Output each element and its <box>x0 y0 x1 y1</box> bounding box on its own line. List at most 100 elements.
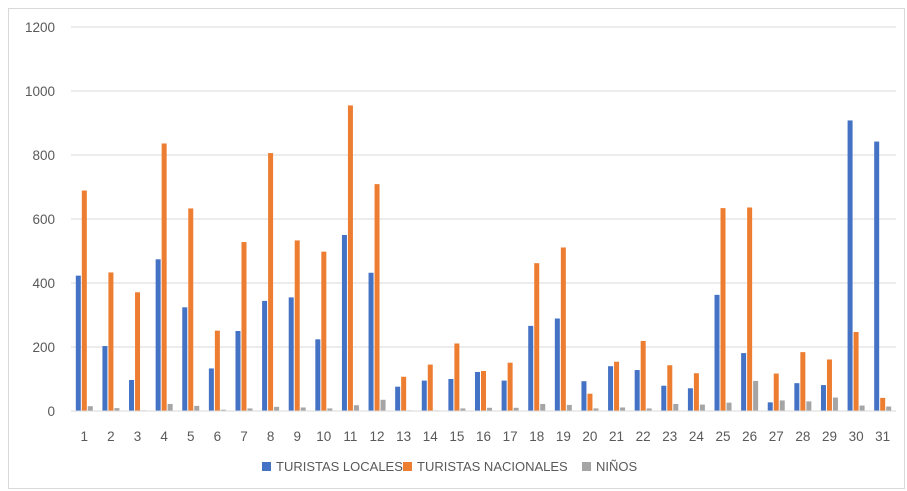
bar-turistas-nacionales <box>347 105 353 412</box>
bar-ni-os <box>380 399 386 411</box>
bar-turistas-nacionales <box>294 240 300 411</box>
bar-turistas-nacionales <box>720 208 726 411</box>
bar-turistas-locales <box>448 379 454 411</box>
y-tick-label: 800 <box>32 148 55 163</box>
bar-turistas-nacionales <box>747 207 753 411</box>
x-tick-label: 12 <box>370 429 385 444</box>
bar-turistas-nacionales <box>560 247 566 411</box>
bar-turistas-nacionales <box>268 153 274 411</box>
bar-turistas-locales <box>262 300 268 411</box>
bar-ni-os <box>859 405 865 411</box>
bar-ni-os <box>726 402 732 411</box>
x-tick-label: 26 <box>742 429 757 444</box>
y-tick-label: 1000 <box>25 84 55 99</box>
bar-ni-os <box>832 397 838 411</box>
bar-ni-os <box>87 406 93 411</box>
x-tick-label: 31 <box>875 429 890 444</box>
bar-turistas-locales <box>820 385 826 411</box>
legend-label: TURISTAS LOCALES <box>276 459 403 474</box>
bar-turistas-locales <box>661 385 667 411</box>
x-tick-label: 29 <box>822 429 837 444</box>
y-tick-label: 600 <box>32 212 55 227</box>
y-axis-ticks: 0 200 400 600 800 1000 1200 <box>25 20 55 419</box>
bar-turistas-nacionales <box>401 376 407 411</box>
x-tick-label: 6 <box>214 429 222 444</box>
x-tick-label: 25 <box>716 429 731 444</box>
x-tick-label: 15 <box>449 429 464 444</box>
bar-ni-os <box>114 408 120 411</box>
bar-turistas-nacionales <box>693 373 699 411</box>
bar-turistas-nacionales <box>587 393 593 411</box>
y-tick-label: 400 <box>32 276 55 291</box>
bar-ni-os <box>194 405 200 411</box>
bar-turistas-locales <box>421 380 427 411</box>
bar-ni-os <box>247 408 253 411</box>
x-tick-label: 21 <box>609 429 624 444</box>
bar-turistas-locales <box>767 402 773 411</box>
legend-swatch <box>582 462 591 471</box>
bar-ni-os <box>699 404 705 411</box>
x-tick-label: 28 <box>795 429 810 444</box>
bar-turistas-nacionales <box>135 292 141 411</box>
x-tick-label: 9 <box>293 429 301 444</box>
bar-ni-os <box>753 380 759 411</box>
x-tick-label: 14 <box>423 429 439 444</box>
x-axis-ticks: 1 2 3 4 5 6 7 8 9 10 11 12 13 14 15 16 17 18 19 20 21 22 23 24 2… <box>81 429 891 444</box>
x-tick-label: 19 <box>556 429 571 444</box>
bar-ni-os <box>566 404 572 411</box>
bars <box>75 105 892 412</box>
bar-turistas-nacionales <box>773 373 779 411</box>
bar-turistas-locales <box>528 325 534 411</box>
bar-turistas-locales <box>288 297 294 411</box>
bar-turistas-nacionales <box>321 251 327 411</box>
x-tick-label: 8 <box>267 429 275 444</box>
bar-turistas-nacionales <box>374 184 380 411</box>
bar-ni-os <box>540 403 546 411</box>
bar-turistas-nacionales <box>188 208 194 411</box>
bar-turistas-locales <box>129 379 135 411</box>
gridlines <box>71 26 896 348</box>
x-tick-label: 17 <box>503 429 518 444</box>
bar-ni-os <box>673 403 679 411</box>
bar-turistas-nacionales <box>161 143 167 412</box>
bar-turistas-locales <box>634 370 640 411</box>
bar-turistas-locales <box>315 339 321 411</box>
bar-ni-os <box>327 408 333 411</box>
bar-turistas-locales <box>714 294 720 411</box>
bar-ni-os <box>513 407 519 411</box>
x-tick-label: 18 <box>529 429 544 444</box>
bar-ni-os <box>274 406 280 411</box>
x-tick-label: 30 <box>849 429 864 444</box>
bar-turistas-nacionales <box>241 242 247 411</box>
bar-turistas-locales <box>554 318 560 411</box>
bar-turistas-nacionales <box>880 397 886 411</box>
bar-turistas-locales <box>368 272 374 411</box>
x-tick-label: 7 <box>240 429 248 444</box>
bar-turistas-locales <box>102 346 108 411</box>
bar-turistas-nacionales <box>481 371 486 411</box>
bar-turistas-locales <box>475 371 480 411</box>
bar-ni-os <box>460 408 466 411</box>
legend-label: TURISTAS NACIONALES <box>417 459 568 474</box>
x-tick-label: 10 <box>316 429 331 444</box>
bar-turistas-nacionales <box>454 343 460 411</box>
bar-turistas-nacionales <box>640 340 646 411</box>
bar-ni-os <box>779 400 785 411</box>
bar-turistas-nacionales <box>667 365 673 411</box>
bar-ni-os <box>646 408 652 411</box>
x-tick-label: 11 <box>343 429 357 444</box>
bar-ni-os <box>593 408 599 411</box>
bar-turistas-nacionales <box>534 263 540 411</box>
y-tick-label: 0 <box>47 404 55 419</box>
bar-turistas-nacionales <box>800 352 806 411</box>
y-tick-label: 1200 <box>25 20 55 35</box>
bar-ni-os <box>806 401 812 411</box>
bar-turistas-locales <box>687 388 693 411</box>
bar-turistas-locales <box>235 331 241 411</box>
x-tick-label: 5 <box>187 429 195 444</box>
bar-turistas-nacionales <box>108 272 114 411</box>
bar-turistas-locales <box>741 353 747 411</box>
bar-turistas-nacionales <box>826 359 832 411</box>
bar-turistas-locales <box>208 368 214 411</box>
